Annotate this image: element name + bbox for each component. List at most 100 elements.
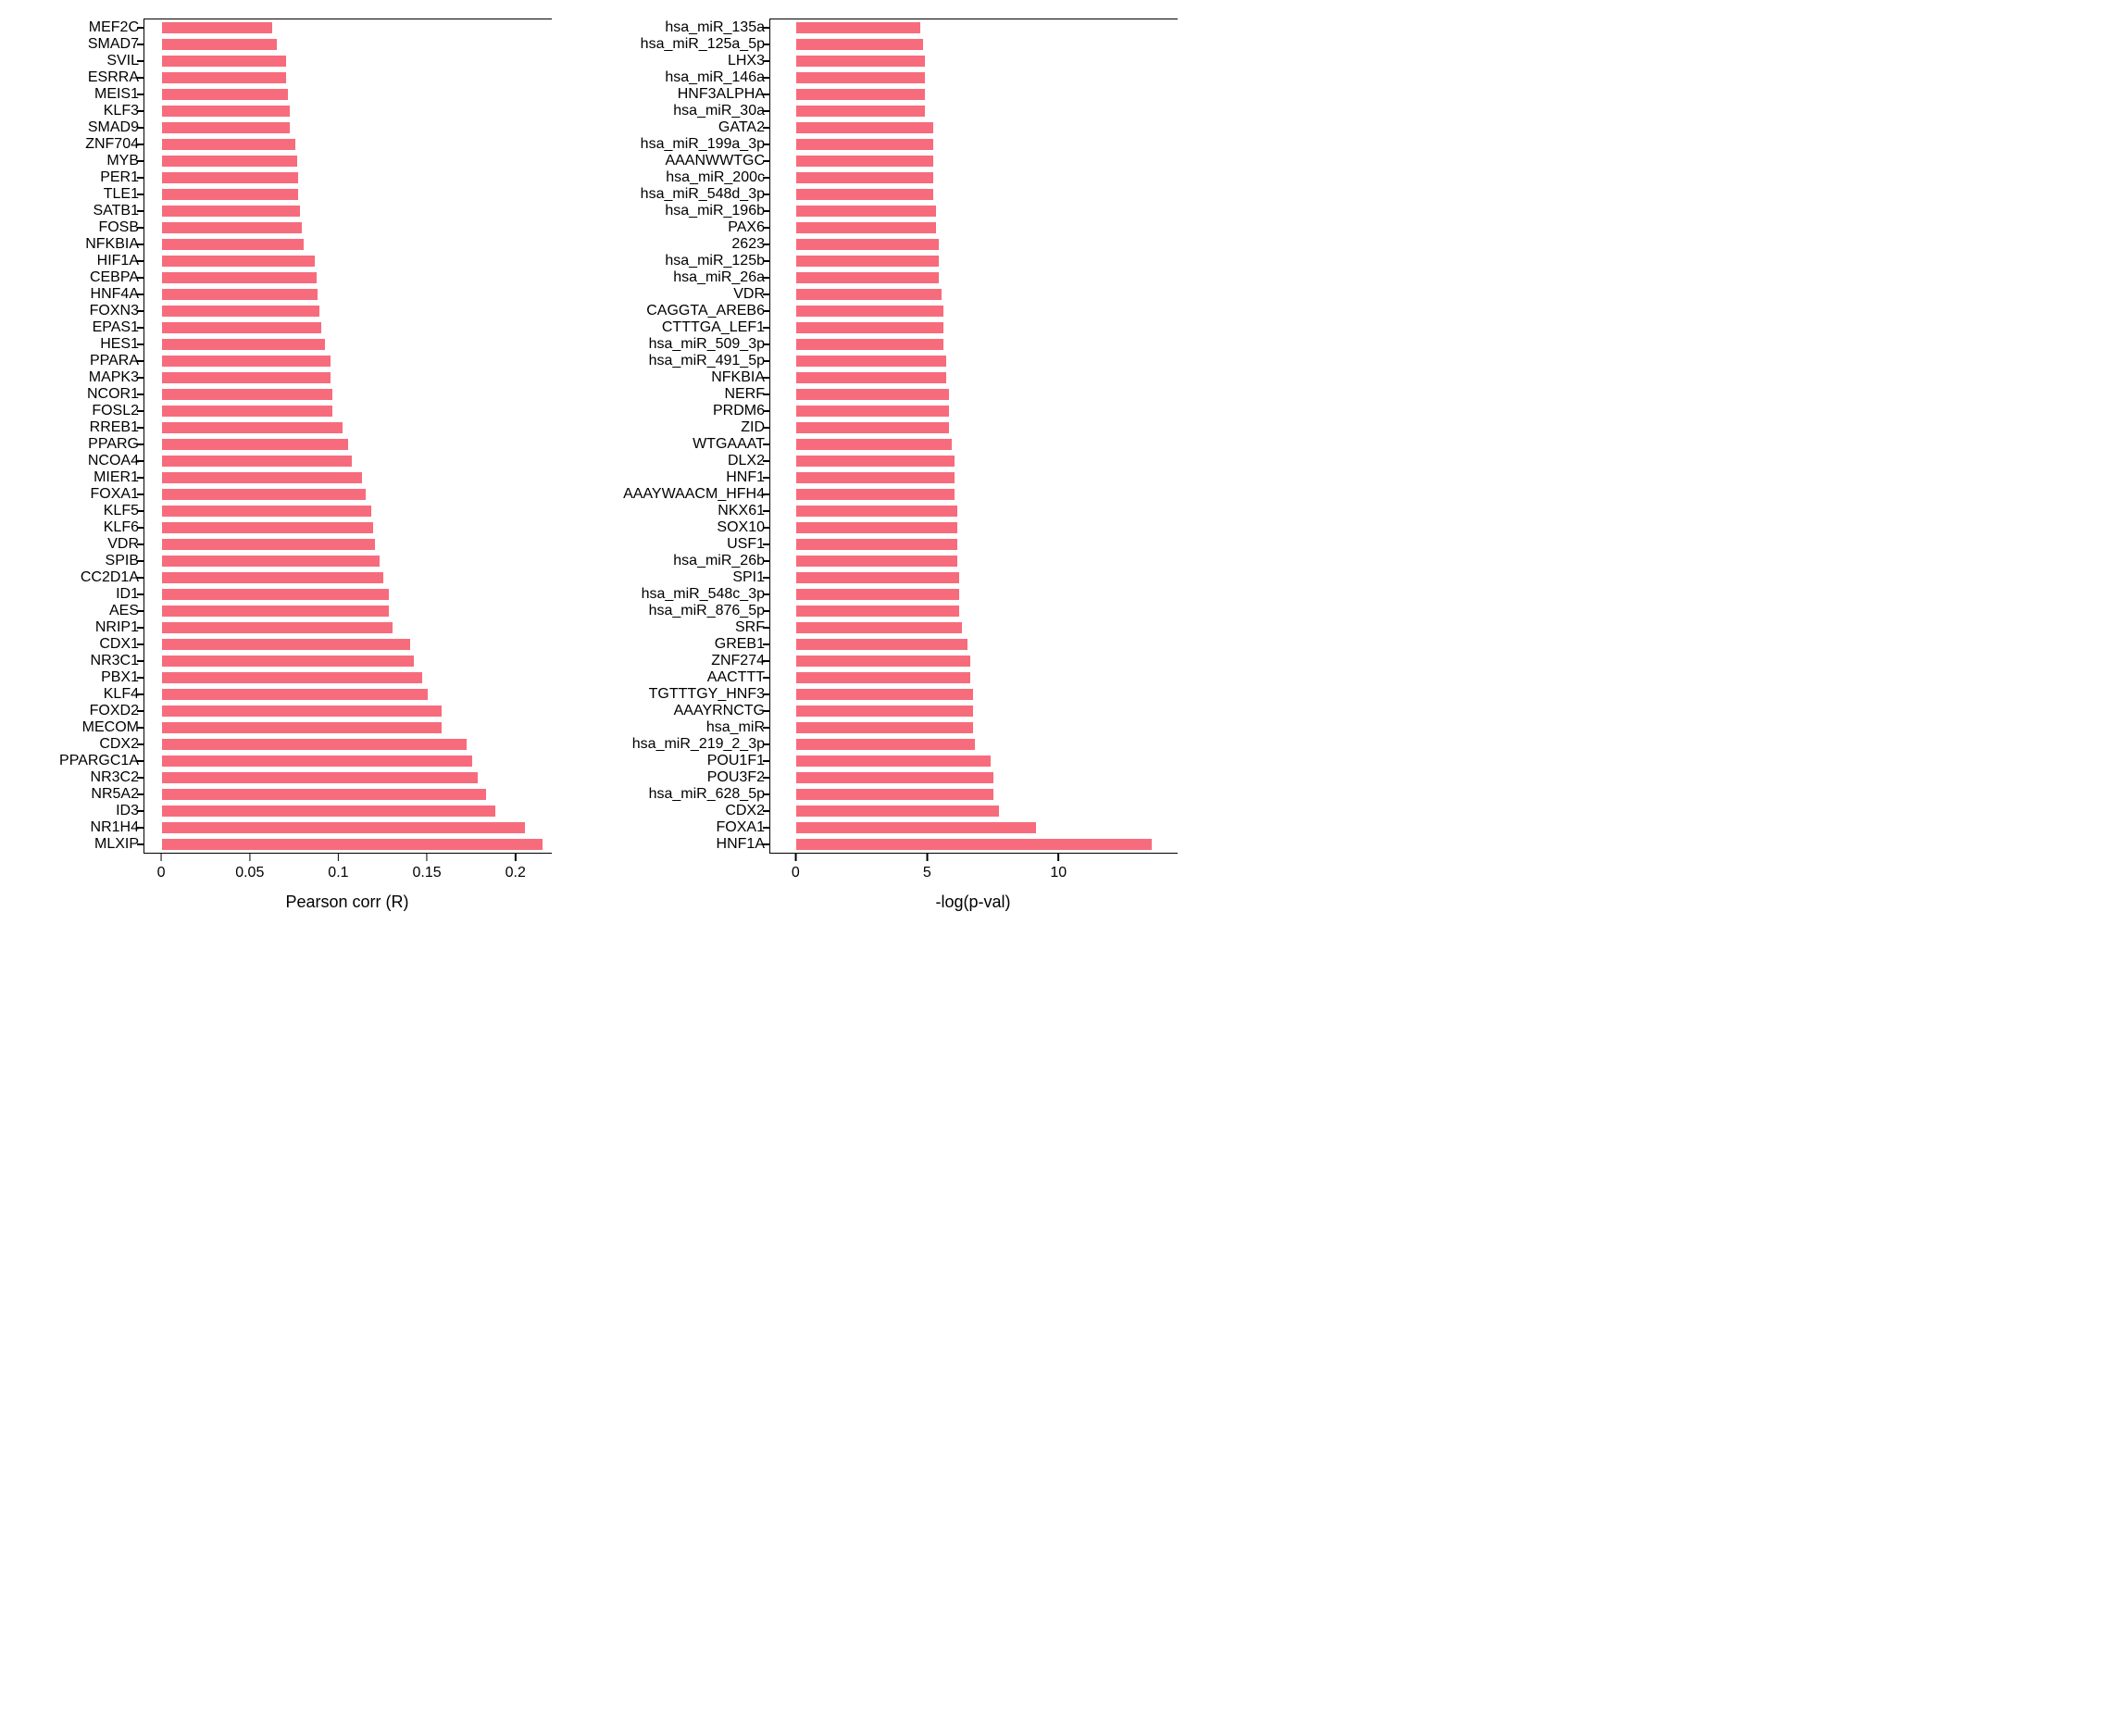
left_chart-bar — [162, 606, 389, 617]
right_chart-bar — [796, 422, 949, 433]
left_chart-bar — [162, 656, 414, 667]
left_chart-bar-row: CEBPA — [144, 272, 317, 283]
right_chart-bar-label: POU1F1 — [707, 753, 765, 769]
right_chart-bar-row: FOXA1 — [770, 822, 1036, 833]
left_chart-x-tick-label: 0.05 — [235, 865, 264, 881]
left_chart-bar-row: MLXIP — [144, 839, 543, 850]
left_chart-bar-row: PBX1 — [144, 672, 422, 683]
right_chart-bar-row: hsa_miR_125a_5p — [770, 39, 923, 50]
left_chart-bar-label: NCOR1 — [87, 386, 139, 403]
right_chart-x-tick: 10 — [1050, 854, 1067, 881]
left_chart-bar-label: PER1 — [100, 169, 139, 186]
right_chart-bar — [796, 272, 938, 283]
right_chart-bar — [796, 506, 956, 517]
right_chart-bar-label: PAX6 — [728, 219, 765, 236]
right_chart-bar-label: HNF1 — [726, 469, 765, 486]
left_chart-bar-label: MEF2C — [89, 19, 139, 36]
right_chart-bar-row: NKX61 — [770, 506, 957, 517]
left_chart-bar-label: CDX2 — [99, 736, 139, 753]
right_chart-bar-row: hsa_miR_200c — [770, 172, 933, 183]
left_chart-bar-row: CDX2 — [144, 739, 467, 750]
left_chart-bar — [162, 306, 319, 317]
right_chart-bar-row: hsa_miR_628_5p — [770, 789, 993, 800]
left_chart-bar-label: FOSL2 — [92, 403, 139, 419]
right_chart-bar — [796, 756, 991, 767]
right_chart-bar-label: AACTTT — [707, 669, 765, 686]
left_chart-bar-label: PPARA — [90, 353, 139, 369]
left_chart-bar-label: FOSB — [98, 219, 139, 236]
left_chart-bar — [162, 572, 383, 583]
right_chart-bar-label: hsa_miR_628_5p — [649, 786, 765, 803]
right_chart-bar — [796, 222, 935, 233]
right_chart-bar-label: hsa_miR_548c_3p — [642, 586, 765, 603]
left_chart-bar-row: RREB1 — [144, 422, 343, 433]
left_chart-bar-label: NR5A2 — [91, 786, 139, 803]
left_chart-bar-label: PBX1 — [101, 669, 139, 686]
left_chart-bar — [162, 806, 495, 817]
right_chart-bar-row: GREB1 — [770, 639, 967, 650]
right_chart-bar-label: DLX2 — [728, 453, 765, 469]
left_chart-bar-row: KLF5 — [144, 506, 371, 517]
left_chart-bar — [162, 472, 362, 483]
left_chart-bar-label: KLF6 — [104, 519, 139, 536]
left_chart-bar-label: SPIB — [106, 553, 139, 569]
right_chart-bar-label: PRDM6 — [713, 403, 765, 419]
left_chart-bar — [162, 389, 332, 400]
left_chart-x-tick: 0.2 — [506, 854, 526, 881]
left_chart-x-axis: 00.050.10.150.2 — [144, 854, 551, 891]
left_chart-bar — [162, 39, 277, 50]
right_chart-bar — [796, 339, 943, 350]
right_chart-bar-label: hsa_miR_200c — [666, 169, 765, 186]
right_chart-x-tick-mark — [927, 854, 929, 861]
left_chart-bar-label: CDX1 — [99, 636, 139, 653]
left_chart-bar-row: HNF4A — [144, 289, 318, 300]
right_chart-bar — [796, 672, 969, 683]
right_chart-bar-row: POU3F2 — [770, 772, 993, 783]
left_chart-bar-row: VDR — [144, 539, 375, 550]
left_chart-bar-row: NR5A2 — [144, 789, 486, 800]
left_chart-bar — [162, 322, 321, 333]
right_chart-bar-label: hsa_miR_509_3p — [649, 336, 765, 353]
right_chart-x-title: -log(p-val) — [769, 893, 1177, 912]
left_chart-bar — [162, 739, 467, 750]
right_chart-bar — [796, 22, 919, 33]
left_chart-bar — [162, 256, 315, 267]
left_chart-bar-row: CC2D1A — [144, 572, 383, 583]
right_chart-bar — [796, 56, 925, 67]
right_chart-bar-row: NERF — [770, 389, 949, 400]
right_chart-bar-label: hsa_miR_135a — [665, 19, 765, 36]
left_chart-bar-label: PPARGC1A — [59, 753, 139, 769]
left_chart-bar-row: HIF1A — [144, 256, 315, 267]
left_chart-bar-label: AES — [109, 603, 139, 619]
left_chart-bar-row: NCOR1 — [144, 389, 332, 400]
left_chart-bar-label: ZNF704 — [85, 136, 139, 153]
left_chart-bar — [162, 156, 296, 167]
right_chart-bar-label: VDR — [733, 286, 765, 303]
left_chart-bar-row: FOXN3 — [144, 306, 319, 317]
right_chart-bar — [796, 722, 972, 733]
right_chart-bar-label: LHX3 — [728, 53, 765, 69]
left_chart-bar-row: AES — [144, 606, 389, 617]
right_chart-bar — [796, 656, 969, 667]
right_chart-bar-label: hsa_miR_491_5p — [649, 353, 765, 369]
left_chart-bar — [162, 589, 389, 600]
left-chart: MEF2CSMAD7SVILESRRAMEIS1KLF3SMAD9ZNF704M… — [19, 19, 552, 912]
right_chart-bar-row: CTTTGA_LEF1 — [770, 322, 943, 333]
left_chart-bar-label: NR1H4 — [91, 819, 139, 836]
left_chart-bar — [162, 456, 352, 467]
right_chart-bar-row: hsa_miR_876_5p — [770, 606, 959, 617]
left_chart-bar — [162, 539, 375, 550]
left_chart-bar-row: PPARG — [144, 439, 348, 450]
left_chart-bar-label: HNF4A — [91, 286, 139, 303]
left_chart-bar-row: SMAD9 — [144, 122, 290, 133]
right_chart-bar-label: GATA2 — [718, 119, 765, 136]
left_chart-x-tick-mark — [515, 854, 517, 861]
right_chart-bar — [796, 689, 972, 700]
right_chart-bar — [796, 589, 959, 600]
right_chart-bar-label: hsa_miR_26b — [673, 553, 765, 569]
right_chart-bar-label: hsa_miR_26a — [673, 269, 765, 286]
right_chart-bar-row: hsa_miR_26b — [770, 556, 957, 567]
left_chart-bar — [162, 706, 442, 717]
left_chart-x-tick: 0.1 — [328, 854, 348, 881]
right_chart-bar-label: WTGAAAT — [693, 436, 765, 453]
